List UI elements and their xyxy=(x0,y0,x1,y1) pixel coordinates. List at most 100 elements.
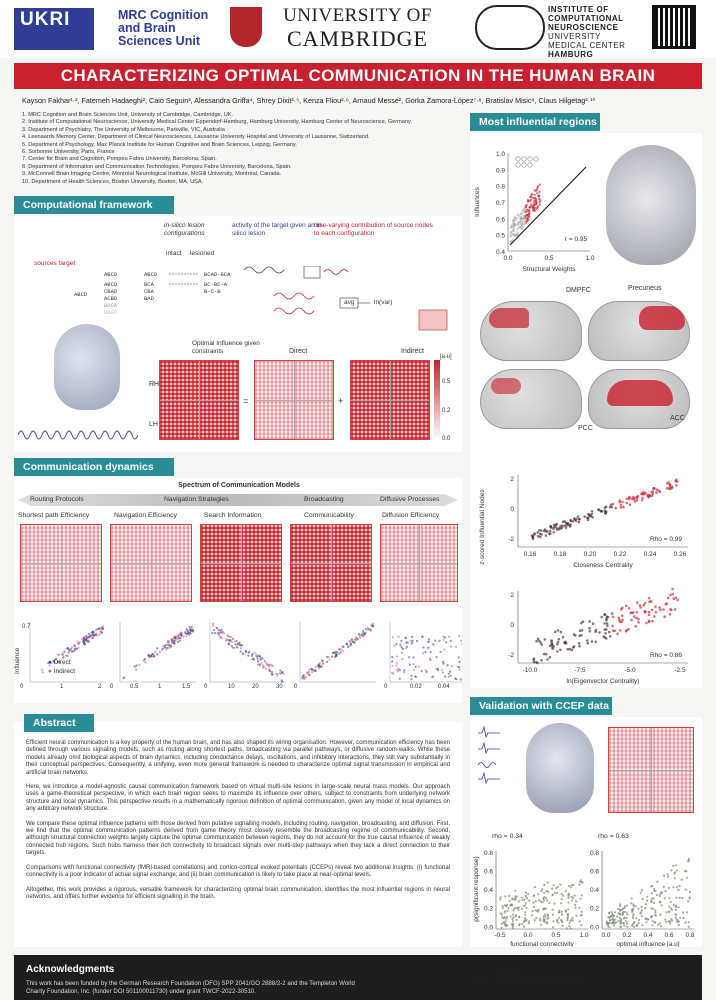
scatter-point xyxy=(307,670,310,673)
scatter-point xyxy=(315,665,318,668)
scatter-point xyxy=(276,672,279,675)
scatter-point xyxy=(395,664,398,667)
scatter-point xyxy=(666,873,669,876)
y-tick: 0.4 xyxy=(590,887,599,894)
scatter-point xyxy=(578,906,581,909)
scatter-point xyxy=(640,492,643,496)
acknowledgments-panel: Acknowledgments This work has been funde… xyxy=(14,955,702,1000)
scatter-point xyxy=(528,920,531,923)
scatter-point xyxy=(668,613,672,616)
svg-text:CBAD: CBAD xyxy=(104,288,118,295)
scatter-point xyxy=(308,674,311,677)
scatter-point xyxy=(395,643,398,646)
scatter-point xyxy=(669,593,672,597)
scatter-point xyxy=(545,897,548,900)
scatter-point xyxy=(247,654,250,657)
scatter-point xyxy=(664,890,667,893)
indirect-label: Indirect xyxy=(401,348,424,355)
y-tick: 0.8 xyxy=(590,850,599,857)
scatter-point xyxy=(391,664,394,667)
scatter-point xyxy=(619,506,623,509)
website-link[interactable]: www.kaysonfakhar.com xyxy=(472,964,548,973)
scatter-point xyxy=(669,907,673,910)
scatter-point xyxy=(134,668,138,671)
scatter-point xyxy=(448,670,452,673)
scatter-point xyxy=(578,634,581,638)
scatter-point xyxy=(90,637,94,640)
scatter-point xyxy=(328,658,331,661)
y-tick: 0.2 xyxy=(590,906,599,913)
lnvar-label: ln(var) xyxy=(374,299,393,306)
scatter-point xyxy=(668,483,672,486)
scatter-point xyxy=(623,924,626,927)
scatter-point xyxy=(230,645,233,648)
scatter-point xyxy=(460,639,462,642)
y-tick: 0.6 xyxy=(496,216,505,223)
scatter-point xyxy=(516,907,520,910)
scatter-point xyxy=(544,907,547,910)
scatter-point xyxy=(605,622,609,625)
scatter-point xyxy=(405,641,408,644)
scatter-point xyxy=(512,229,515,232)
scatter-point xyxy=(537,639,541,643)
scatter-point xyxy=(357,632,361,636)
scatter-point xyxy=(99,630,102,634)
scatter-point xyxy=(256,660,259,663)
dmpfc-label: DMPFC xyxy=(566,287,591,294)
scatter-point xyxy=(658,606,661,609)
scatter-point xyxy=(633,921,636,924)
scatter-point xyxy=(588,620,591,623)
scatter-point xyxy=(632,615,636,618)
scatter-point xyxy=(426,646,429,649)
icn-brain-logo-icon xyxy=(475,5,545,50)
scatter-point xyxy=(555,643,559,646)
scatter-point xyxy=(54,657,58,661)
scatter-point xyxy=(271,673,274,676)
scatter-point xyxy=(447,675,450,679)
scatter-point xyxy=(575,900,578,903)
scatter-point xyxy=(253,651,256,654)
scatter-point xyxy=(397,635,400,638)
scatter-point xyxy=(563,641,566,644)
scatter-point xyxy=(647,918,650,921)
scatter-point xyxy=(527,893,530,896)
scatter-point xyxy=(542,915,545,918)
email-link[interactable]: kayson.fakhar@mrc-cbu.cam.ac.uk xyxy=(472,974,585,983)
scatter-point xyxy=(214,631,217,635)
scatter-point xyxy=(624,920,627,923)
scatter-point xyxy=(659,901,662,904)
scatter-point xyxy=(603,613,606,616)
qr-code-icon[interactable] xyxy=(652,5,696,49)
scatter-point xyxy=(270,663,273,667)
scatter-point xyxy=(326,661,329,664)
legend-direct: ● Direct xyxy=(48,659,71,666)
scatter-point xyxy=(674,916,677,919)
scatter-point xyxy=(101,627,104,630)
abstract-paragraph: We compare these optimal influence patte… xyxy=(26,820,450,857)
scatter-point xyxy=(509,234,512,237)
scatter-point xyxy=(687,900,690,903)
scatter-point xyxy=(534,189,538,192)
scatter-point xyxy=(532,201,535,204)
x-tick: 0.24 xyxy=(644,551,657,558)
scatter-point xyxy=(550,642,554,646)
scatter-point xyxy=(218,634,221,637)
scatter-point xyxy=(504,923,507,926)
scatter-point xyxy=(166,646,169,649)
scatter-point xyxy=(190,626,194,629)
scatter-point xyxy=(84,643,87,646)
scatter-point xyxy=(578,883,581,886)
scatter-point xyxy=(557,528,560,531)
scatter-point xyxy=(551,913,554,916)
optimal-influence-matrix xyxy=(159,360,239,440)
scatter-point xyxy=(547,890,550,893)
scatter-point xyxy=(48,664,51,667)
scatter-point xyxy=(446,664,449,667)
scatter-point xyxy=(215,626,218,629)
colorbar-tick: 0.5 xyxy=(442,379,451,385)
scatter-point xyxy=(566,913,569,916)
scatter-point xyxy=(614,506,618,510)
y-tick: 0.0 xyxy=(590,924,599,931)
scatter-point xyxy=(523,218,526,221)
scatter-point xyxy=(539,919,542,922)
